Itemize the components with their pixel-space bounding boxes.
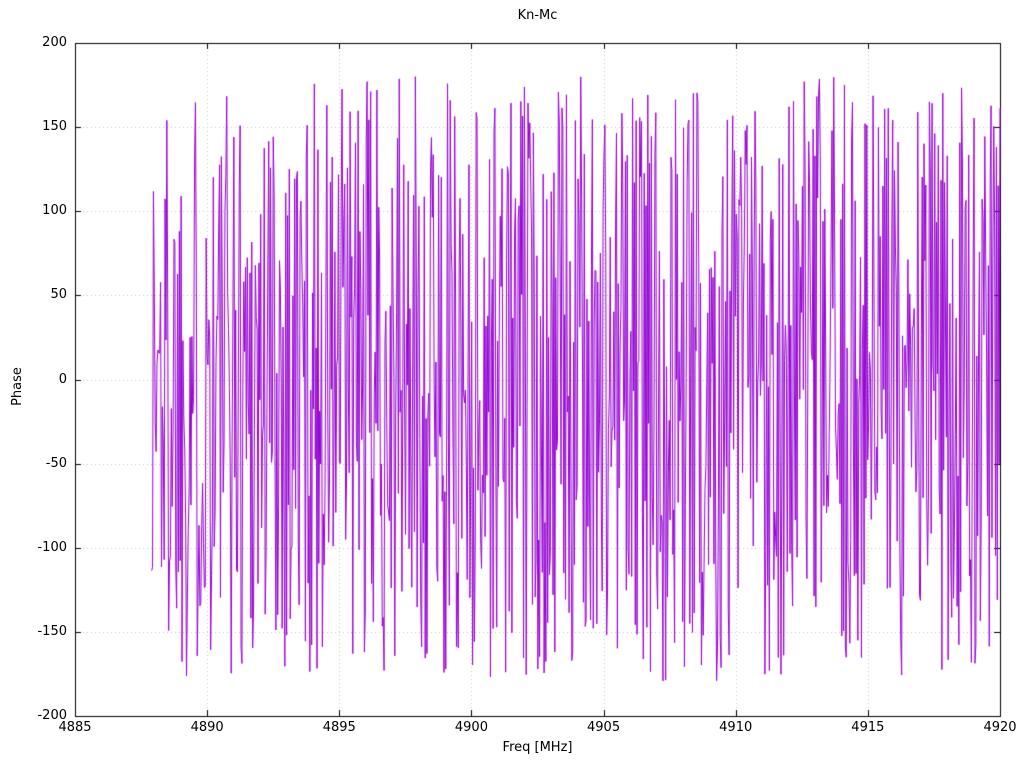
x-tick-label: 4890 xyxy=(190,720,224,735)
x-tick-label: 4895 xyxy=(322,720,356,735)
x-tick-label: 4885 xyxy=(58,720,92,735)
chart-title: Kn-Mc xyxy=(517,8,558,23)
y-tick-label: -150 xyxy=(37,623,67,639)
y-tick-label: 150 xyxy=(42,119,67,135)
y-tick-label: 50 xyxy=(50,287,67,303)
y-tick-label: 0 xyxy=(58,371,67,387)
x-tick-label: 4920 xyxy=(983,720,1017,735)
x-tick-label: 4915 xyxy=(851,720,885,735)
x-tick-label: 4905 xyxy=(587,720,621,735)
y-tick-label: 100 xyxy=(42,203,67,219)
y-tick-label: -100 xyxy=(37,539,67,555)
y-tick-label: 200 xyxy=(42,35,67,50)
x-tick-label: 4900 xyxy=(454,720,488,735)
x-axis-label: Freq [MHz] xyxy=(502,740,573,755)
x-tick-label: 4910 xyxy=(719,720,753,735)
y-tick-label: -200 xyxy=(37,708,67,723)
y-tick-label: -50 xyxy=(45,455,67,471)
